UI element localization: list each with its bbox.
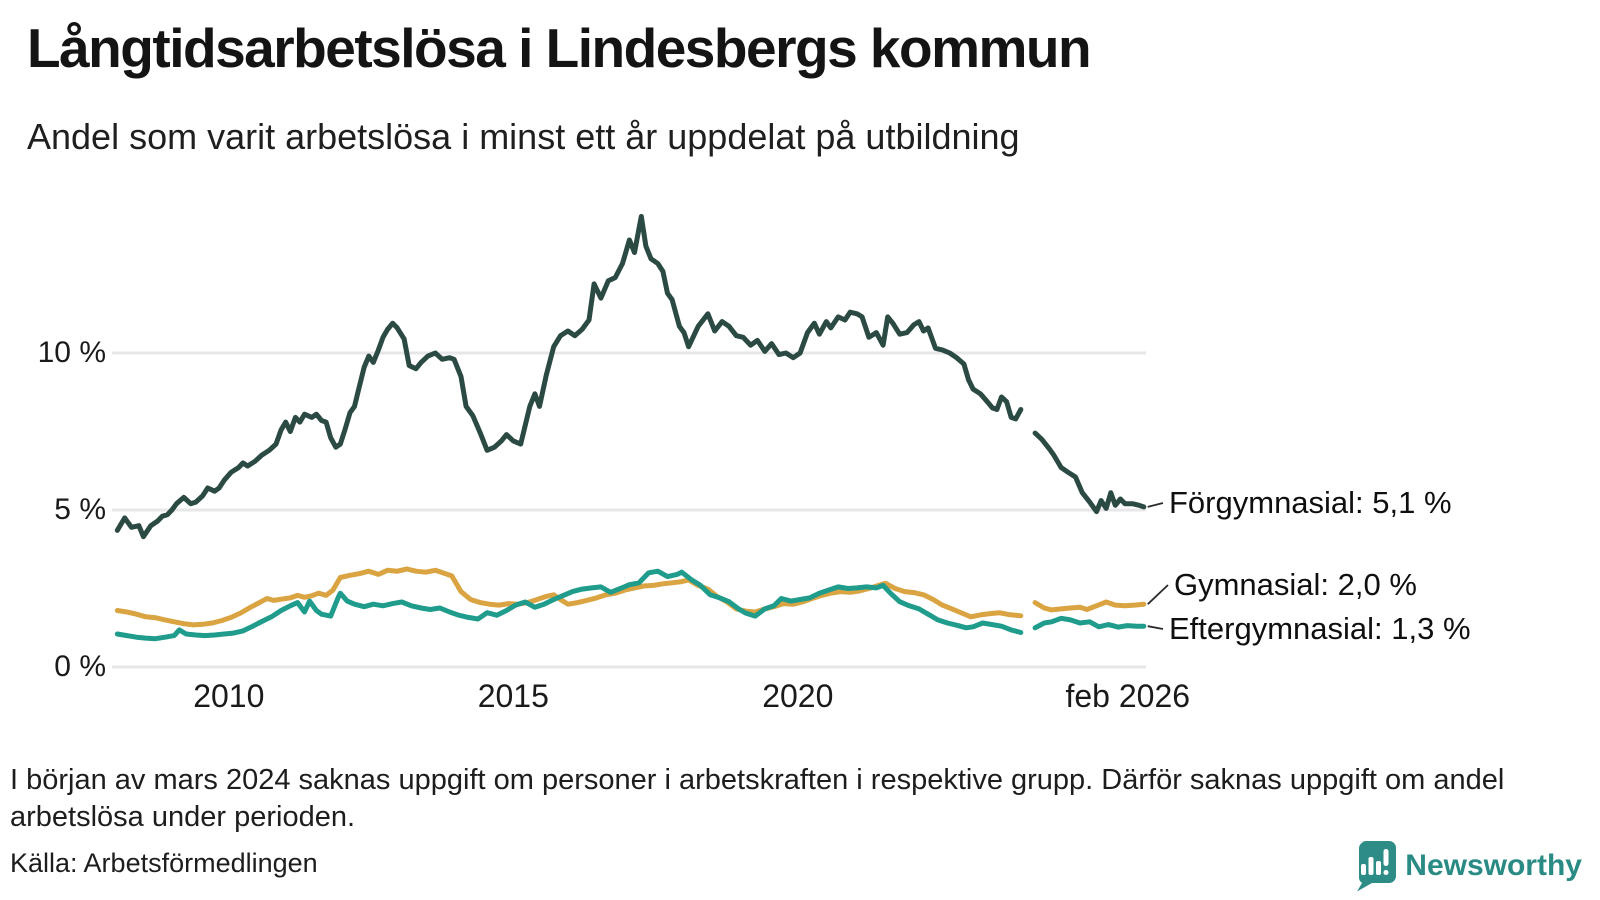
label-connector-förgymnasial (1147, 502, 1164, 508)
x-tick-2010: 2010 (193, 678, 265, 714)
series-line-förgymnasial (114, 213, 1024, 540)
label-connector-gymnasial (1147, 584, 1169, 605)
x-tick-feb-2026: feb 2026 (1065, 678, 1191, 714)
brand-name: Newsworthy (1405, 849, 1582, 882)
page-title: Långtidsarbetslösa i Lindesbergs kommun (27, 17, 1092, 79)
series-line-förgymnasial (1032, 430, 1147, 515)
series-line-eftergymnasial (114, 568, 1024, 642)
x-tick-2015: 2015 (477, 678, 549, 714)
series-label-förgymnasial: Förgymnasial: 5,1 % (1169, 485, 1452, 520)
source-text: Källa: Arbetsförmedlingen (10, 848, 318, 878)
chart-subtitle: Andel som varit arbetslösa i minst ett å… (27, 116, 1020, 157)
label-connector-eftergymnasial (1147, 625, 1164, 630)
series-line-eftergymnasial (1032, 615, 1147, 631)
y-tick-10: 10 % (37, 336, 106, 369)
y-tick-5: 5 % (54, 493, 106, 526)
newsworthy-logo: Newsworthy (1351, 840, 1582, 892)
newsworthy-pin-icon (1357, 841, 1397, 892)
footnote: I början av mars 2024 saknas uppgift om … (10, 764, 1505, 833)
series-label-eftergymnasial: Eftergymnasial: 1,3 % (1169, 611, 1471, 646)
series-line-gymnasial (1032, 599, 1147, 613)
series-line-gymnasial (114, 566, 1024, 628)
x-tick-2020: 2020 (762, 678, 834, 714)
series-label-gymnasial: Gymnasial: 2,0 % (1174, 567, 1417, 602)
y-tick-0: 0 % (54, 650, 106, 683)
